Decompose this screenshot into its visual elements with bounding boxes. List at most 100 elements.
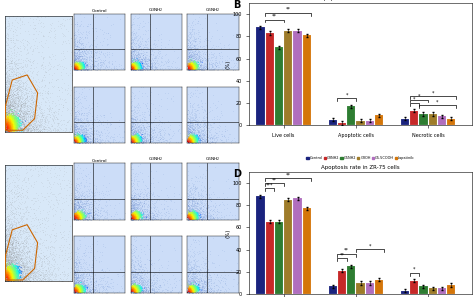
Point [80,65,88,69]
Point [78,214,85,219]
Point [14,267,21,272]
Point [8,252,15,256]
Point [4,267,11,272]
Point [128,64,136,68]
Point [128,108,135,113]
Point [8,110,15,114]
Point [21,274,28,279]
Point [77,64,85,69]
Point [132,217,140,222]
Point [139,60,146,65]
Point [201,265,209,270]
Point [72,289,79,294]
Point [86,288,94,293]
Point [191,139,199,144]
Point [7,261,14,266]
Point [131,202,139,207]
Point [187,287,194,292]
Point [9,257,17,262]
Point [5,121,12,126]
Point [195,136,202,141]
Point [191,132,199,137]
Point [192,209,200,214]
Point [20,116,27,121]
Point [189,285,197,289]
Point [135,135,142,140]
Point [186,50,194,55]
Point [82,173,89,178]
Point [13,119,21,124]
Point [191,215,199,220]
Point [23,56,31,61]
Point [2,124,10,129]
Point [13,117,21,121]
Point [185,278,193,283]
Point [193,65,201,70]
Point [190,210,198,215]
Point [13,116,21,121]
Point [149,214,156,219]
Point [130,58,138,62]
Point [76,139,84,143]
Point [24,113,32,118]
Text: *: * [413,267,416,272]
Point [15,260,22,264]
Point [6,121,13,126]
Point [9,268,17,273]
Point [150,124,157,129]
Point [129,287,137,292]
Point [73,250,80,255]
Point [193,286,201,291]
Point [74,289,82,293]
Point [16,113,23,118]
Point [76,60,83,64]
Point [131,286,139,290]
Point [7,201,14,206]
Point [134,139,141,144]
Point [188,135,195,140]
Point [71,264,79,269]
Point [49,222,56,227]
Point [16,111,23,116]
Point [136,140,143,144]
Point [91,211,99,216]
Point [192,217,200,221]
Point [134,135,141,140]
Point [17,270,25,275]
Point [145,35,152,40]
Point [133,120,141,125]
Point [127,118,135,123]
Point [190,280,197,285]
Point [98,212,106,217]
Point [200,136,208,140]
Point [78,213,86,217]
Point [71,109,79,114]
Point [4,271,11,276]
Point [136,280,143,285]
Point [7,273,15,277]
Point [184,66,192,71]
Point [10,272,18,277]
Point [75,216,82,221]
Point [147,135,155,140]
Point [25,210,32,214]
Point [184,130,191,135]
Point [82,284,90,289]
Point [199,281,206,286]
Point [8,270,16,275]
Point [188,63,195,67]
Point [42,38,50,42]
Point [127,138,135,143]
Point [5,105,13,110]
Point [13,119,20,124]
Point [193,42,201,47]
Point [184,138,192,142]
Point [73,280,81,285]
Point [12,114,20,119]
Point [4,277,12,282]
Bar [303,35,311,125]
Point [22,116,29,121]
Point [84,138,92,143]
Point [75,35,82,40]
Point [153,138,160,143]
